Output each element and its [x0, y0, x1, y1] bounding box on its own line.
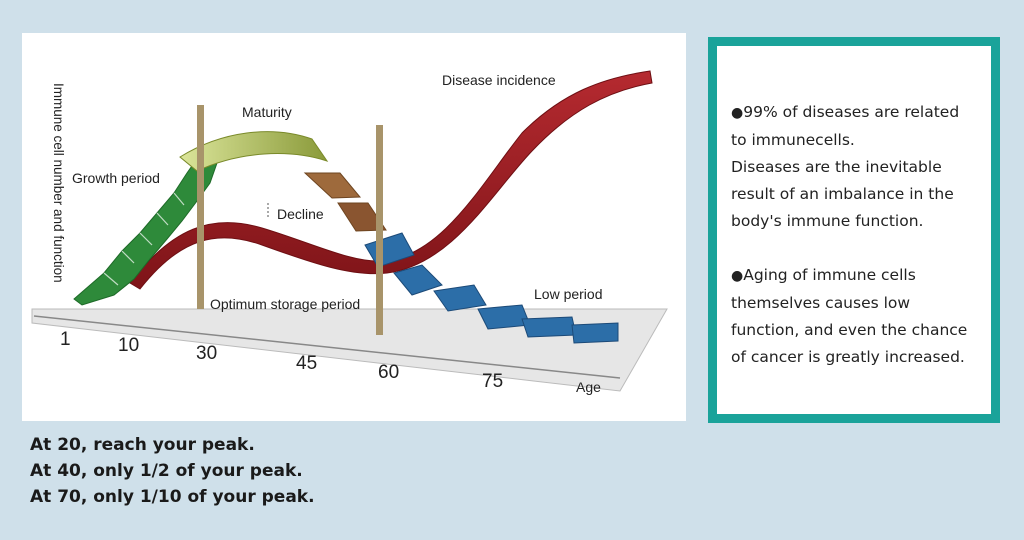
- label-optimum-storage-period: Optimum storage period: [210, 296, 360, 312]
- disease-incidence-curve: [129, 70, 653, 290]
- low-period-segment-3: [433, 284, 487, 312]
- decline-segment-2: [337, 202, 387, 232]
- info-text: ●99% of diseases are related to immunece…: [731, 99, 979, 371]
- y-axis-label: Immune cell number and function: [51, 83, 66, 283]
- x-tick-10: 10: [118, 335, 139, 356]
- growth-period-bars: [73, 162, 218, 306]
- pole-age-60: [376, 125, 383, 335]
- x-tick-60: 60: [378, 362, 399, 383]
- low-period-segment-6: [571, 322, 619, 344]
- note-peak-40: At 40, only 1/2 of your peak.: [30, 461, 303, 481]
- low-period-segment-5: [521, 316, 577, 338]
- info-point-1: ●99% of diseases are related to immunece…: [731, 99, 979, 235]
- x-tick-30: 30: [196, 343, 217, 364]
- age-axis-line: [33, 315, 621, 379]
- decline-segment-1: [303, 172, 362, 199]
- low-period-segment-2: [393, 264, 443, 296]
- x-tick-1: 1: [60, 329, 71, 350]
- label-disease-incidence: Disease incidence: [442, 72, 556, 88]
- low-period-segment-4: [477, 304, 531, 330]
- immune-cell-diagram: Immune cell number and function Growth p…: [22, 33, 686, 421]
- note-peak-20: At 20, reach your peak.: [30, 435, 255, 455]
- info-point-2: ●Aging of immune cells themselves causes…: [731, 262, 979, 371]
- label-low-period: Low period: [534, 286, 603, 302]
- label-growth-period: Growth period: [72, 170, 160, 186]
- info-point-1-line-1: 99% of diseases are related to immunecel…: [731, 103, 960, 149]
- pole-age-30: [197, 105, 204, 309]
- maturity-arch: [179, 131, 329, 172]
- x-axis-title: Age: [576, 379, 601, 395]
- bullet-icon: ●: [731, 105, 744, 121]
- info-point-2-text: Aging of immune cells themselves causes …: [731, 266, 968, 366]
- note-peak-70: At 70, only 1/10 of your peak.: [30, 487, 315, 507]
- diagram-svg: Immune cell number and function Growth p…: [31, 70, 668, 395]
- bullet-icon: ●: [731, 268, 744, 284]
- x-tick-75: 75: [482, 371, 503, 392]
- info-point-1-line-2: Diseases are the inevitable result of an…: [731, 158, 954, 230]
- label-decline: Decline: [277, 206, 324, 222]
- info-box: ●99% of diseases are related to immunece…: [708, 37, 1000, 423]
- label-maturity: Maturity: [242, 104, 292, 120]
- x-tick-45: 45: [296, 353, 317, 374]
- peak-notes: At 20, reach your peak. At 40, only 1/2 …: [30, 432, 315, 510]
